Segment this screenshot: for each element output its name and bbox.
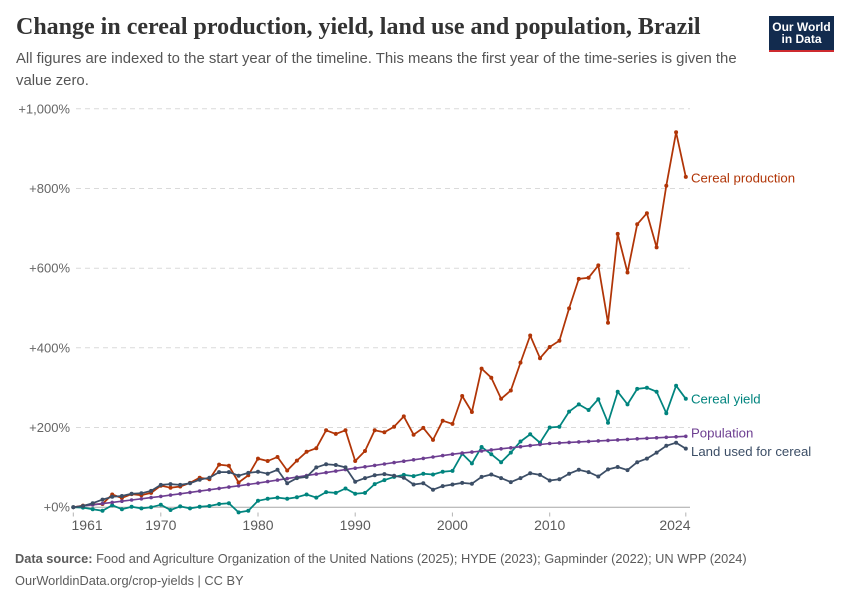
svg-text:Land used for cereal: Land used for cereal [691, 444, 811, 459]
svg-text:1970: 1970 [145, 517, 176, 533]
svg-text:2010: 2010 [534, 517, 565, 533]
svg-text:+800%: +800% [29, 181, 70, 196]
svg-text:+400%: +400% [29, 340, 70, 355]
svg-text:2000: 2000 [437, 517, 468, 533]
svg-text:Cereal yield: Cereal yield [691, 392, 761, 407]
svg-text:1990: 1990 [340, 517, 371, 533]
svg-text:+600%: +600% [29, 261, 70, 276]
svg-text:1980: 1980 [242, 517, 273, 533]
svg-text:Population: Population [691, 426, 753, 441]
svg-text:+0%: +0% [44, 500, 71, 515]
svg-text:1961: 1961 [72, 517, 103, 533]
svg-text:+200%: +200% [29, 420, 70, 435]
svg-text:+1,000%: +1,000% [18, 101, 70, 116]
svg-text:2024: 2024 [659, 517, 690, 533]
svg-text:Cereal production: Cereal production [691, 171, 795, 186]
